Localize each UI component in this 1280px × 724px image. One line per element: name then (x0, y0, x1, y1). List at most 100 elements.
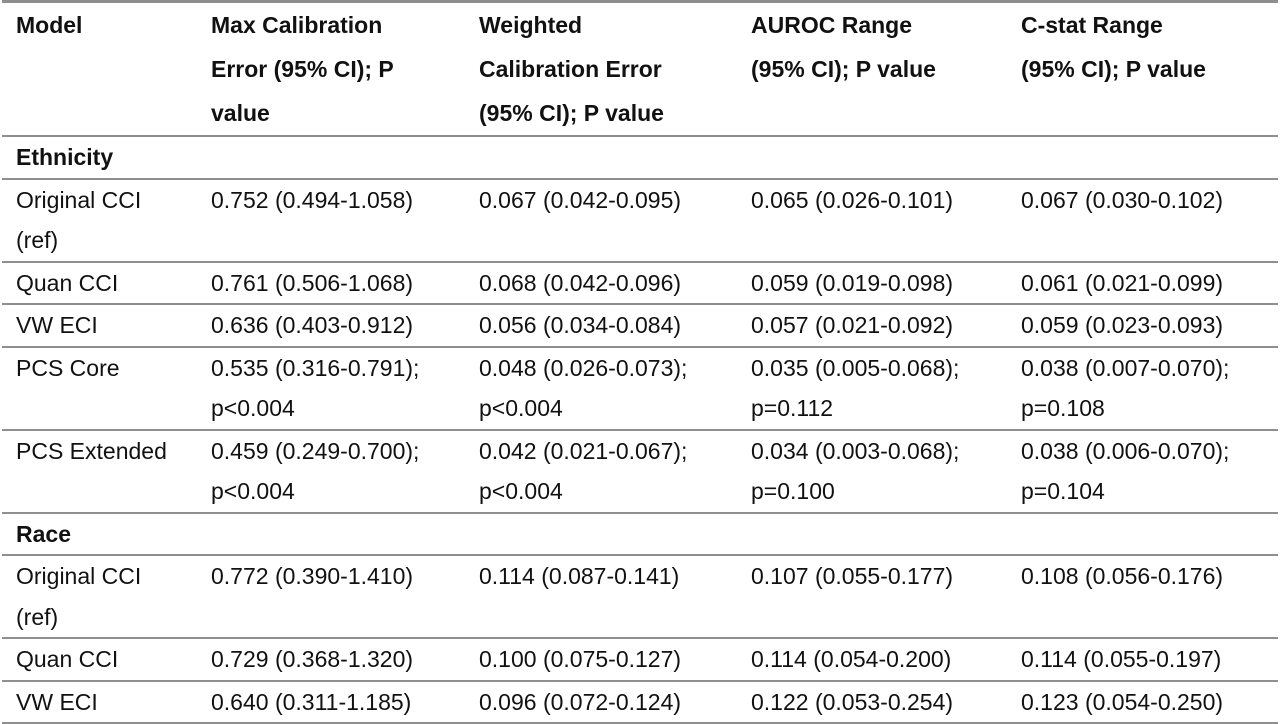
cell-weighted-calibration-error: 0.042 (0.021-0.067); p<0.004 (465, 430, 737, 513)
cell-line: p=0.112 (751, 395, 834, 421)
table-row: PCS Core 0.535 (0.316-0.791); p<0.004 0.048… (2, 347, 1278, 430)
cell-auroc-range: 0.035 (0.005-0.068); p=0.112 (737, 347, 1007, 430)
table-row: Original CCI (ref) 0.772 (0.390-1.410) 0.11… (2, 555, 1278, 638)
cell-line: 0.056 (0.034-0.084) (479, 312, 682, 338)
cell-line: 0.061 (0.021-0.099) (1021, 269, 1224, 296)
cell-auroc-range: 0.059 (0.019-0.098) (737, 262, 1007, 305)
cell-c-stat-range: 0.067 (0.030-0.102) (1007, 179, 1278, 262)
cell-auroc-range: 0.114 (0.054-0.200) (737, 638, 1007, 681)
cell-line: 0.535 (0.316-0.791); (211, 354, 420, 381)
table-row: Quan CCI 0.729 (0.368-1.320) 0.100 (0.075-… (2, 638, 1278, 681)
cell-line: p=0.108 (1021, 395, 1105, 421)
cell-line: p<0.004 (479, 395, 563, 421)
cell-weighted-calibration-error: 0.048 (0.026-0.073); p<0.004 (465, 347, 737, 430)
cell-model: VW ECI (2, 304, 197, 347)
cell-line: VW ECI (16, 312, 98, 338)
column-header-c-stat-range: C-stat Range (95% CI); P value (1007, 2, 1278, 137)
cell-line: 0.065 (0.026-0.101) (751, 186, 954, 213)
table-row: PCS Extended 0.459 (0.249-0.700); p<0.004 0… (2, 430, 1278, 513)
cell-line: (95% CI); P value (751, 56, 936, 82)
cell-c-stat-range: 0.038 (0.006-0.070); p=0.104 (1007, 430, 1278, 513)
cell-model: Original CCI (ref) (2, 179, 197, 262)
section-row: Race (2, 513, 1278, 555)
cell-line: 0.772 (0.390-1.410) (211, 563, 414, 589)
cell-line: 0.114 (0.055-0.197) (1021, 646, 1222, 672)
cell-line: 0.640 (0.311-1.185) (211, 688, 412, 715)
table-row: Quan CCI 0.761 (0.506-1.068) 0.068 (0.042-… (2, 262, 1278, 305)
cell-line: Original CCI (16, 563, 142, 589)
cell-line: (95% CI); P value (1021, 56, 1206, 82)
cell-line: Model (16, 12, 83, 38)
cell-auroc-range: 0.034 (0.003-0.068); p=0.100 (737, 430, 1007, 513)
cell-line: 0.067 (0.030-0.102) (1021, 186, 1224, 213)
cell-c-stat-range: 0.123 (0.054-0.250) (1007, 681, 1278, 724)
cell-c-stat-range: 0.038 (0.007-0.070); p=0.108 (1007, 347, 1278, 430)
table-row: VW ECI 0.640 (0.311-1.185) 0.096 (0.072-0.… (2, 681, 1278, 724)
cell-model: Quan CCI (2, 638, 197, 681)
cell-weighted-calibration-error: 0.100 (0.075-0.127) (465, 638, 737, 681)
cell-c-stat-range: 0.108 (0.056-0.176) (1007, 555, 1278, 638)
cell-max-calibration-error: 0.640 (0.311-1.185) (197, 681, 465, 724)
cell-line: 0.100 (0.075-0.127) (479, 646, 682, 672)
cell-line: Weighted (479, 12, 583, 38)
cell-weighted-calibration-error: 0.068 (0.042-0.096) (465, 262, 737, 305)
cell-model: PCS Core (2, 347, 197, 430)
cell-line: 0.123 (0.054-0.250) (1021, 688, 1224, 715)
section-title: Ethnicity (16, 144, 114, 170)
header-row: Model Max Calibration Error (95% CI); P val… (2, 1, 1278, 137)
cell-line: (ref) (16, 227, 59, 253)
cell-line: Error (95% CI); P (211, 56, 394, 82)
cell-auroc-range: 0.057 (0.021-0.092) (737, 304, 1007, 347)
cell-line: 0.114 (0.087-0.141) (479, 563, 680, 589)
cell-weighted-calibration-error: 0.056 (0.034-0.084) (465, 304, 737, 347)
cell-line: 0.048 (0.026-0.073); (479, 354, 688, 381)
section-title: Race (16, 520, 71, 547)
cell-line: 0.059 (0.019-0.098) (751, 269, 954, 296)
cell-max-calibration-error: 0.459 (0.249-0.700); p<0.004 (197, 430, 465, 513)
cell-line: AUROC Range (751, 12, 913, 38)
cell-line: p=0.104 (1021, 478, 1105, 504)
cell-line: PCS Core (16, 354, 120, 381)
cell-weighted-calibration-error: 0.067 (0.042-0.095) (465, 179, 737, 262)
cell-max-calibration-error: 0.761 (0.506-1.068) (197, 262, 465, 305)
cell-line: 0.761 (0.506-1.068) (211, 269, 414, 296)
cell-model: PCS Extended (2, 430, 197, 513)
cell-weighted-calibration-error: 0.096 (0.072-0.124) (465, 681, 737, 724)
cell-auroc-range: 0.107 (0.055-0.177) (737, 555, 1007, 638)
cell-line: 0.114 (0.054-0.200) (751, 646, 952, 672)
cell-line: 0.042 (0.021-0.067); (479, 437, 688, 464)
cell-max-calibration-error: 0.636 (0.403-0.912) (197, 304, 465, 347)
cell-line: Original CCI (16, 186, 142, 213)
cell-model: VW ECI (2, 681, 197, 724)
cell-line: p<0.004 (479, 478, 563, 504)
cell-line: p<0.004 (211, 478, 295, 504)
section-row: Ethnicity (2, 136, 1278, 179)
cell-auroc-range: 0.122 (0.053-0.254) (737, 681, 1007, 724)
cell-line: 0.729 (0.368-1.320) (211, 646, 414, 672)
cell-line: p<0.004 (211, 395, 295, 421)
cell-line: 0.038 (0.007-0.070); (1021, 354, 1230, 381)
cell-max-calibration-error: 0.772 (0.390-1.410) (197, 555, 465, 638)
cell-line: 0.752 (0.494-1.058) (211, 186, 414, 213)
column-header-model: Model (2, 2, 197, 137)
cell-line: 0.636 (0.403-0.912) (211, 312, 414, 338)
cell-line: 0.459 (0.249-0.700); (211, 437, 420, 464)
cell-line: 0.108 (0.056-0.176) (1021, 563, 1224, 589)
cell-line: Quan CCI (16, 269, 119, 296)
cell-line: C-stat Range (1021, 12, 1163, 38)
cell-line: 0.107 (0.055-0.177) (751, 563, 954, 589)
cell-c-stat-range: 0.114 (0.055-0.197) (1007, 638, 1278, 681)
cell-line: Quan CCI (16, 646, 119, 672)
cell-weighted-calibration-error: 0.114 (0.087-0.141) (465, 555, 737, 638)
cell-c-stat-range: 0.059 (0.023-0.093) (1007, 304, 1278, 347)
cell-line: Calibration Error (479, 56, 662, 82)
cell-line: p=0.100 (751, 478, 835, 504)
table-row: VW ECI 0.636 (0.403-0.912) 0.056 (0.034-0.… (2, 304, 1278, 347)
column-header-max-calibration-error: Max Calibration Error (95% CI); P value (197, 2, 465, 137)
cell-line: 0.034 (0.003-0.068); (751, 437, 960, 464)
cell-line: 0.057 (0.021-0.092) (751, 312, 954, 338)
cell-max-calibration-error: 0.729 (0.368-1.320) (197, 638, 465, 681)
column-header-weighted-calibration-error: Weighted Calibration Error (95% CI); P val… (465, 2, 737, 137)
